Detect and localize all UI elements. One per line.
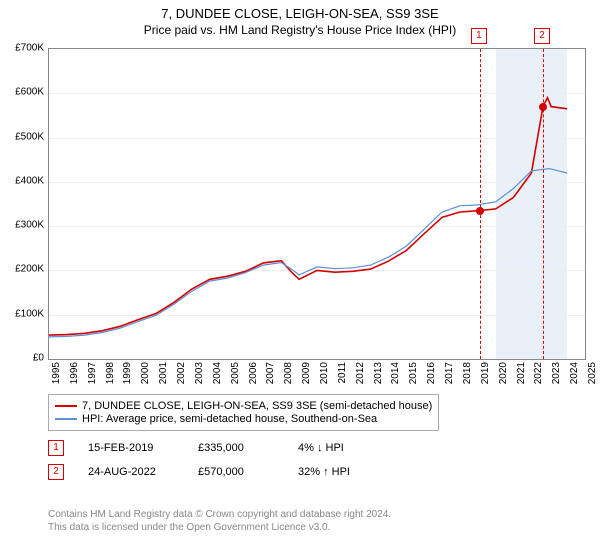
- x-axis-label: 2008: [283, 362, 294, 392]
- x-axis-label: 2013: [373, 362, 384, 392]
- legend-swatch-property: [55, 405, 77, 407]
- sale-price: £335,000: [198, 442, 298, 454]
- legend-box: 7, DUNDEE CLOSE, LEIGH-ON-SEA, SS9 3SE (…: [48, 394, 439, 431]
- x-axis-label: 2006: [248, 362, 259, 392]
- chart-subtitle: Price paid vs. HM Land Registry's House …: [0, 23, 600, 37]
- sale-point: [476, 207, 484, 215]
- x-axis-label: 2010: [319, 362, 330, 392]
- x-axis-label: 2022: [533, 362, 544, 392]
- marker-box: 1: [471, 28, 487, 44]
- sale-date: 24-AUG-2022: [88, 466, 198, 478]
- legend-item-hpi: HPI: Average price, semi-detached house,…: [55, 413, 432, 425]
- marker-box: 2: [534, 28, 550, 44]
- y-axis-label: £200K: [4, 264, 44, 275]
- sale-marker: 1: [48, 440, 64, 456]
- sale-diff: 4% ↓ HPI: [298, 442, 398, 454]
- footer-attribution: Contains HM Land Registry data © Crown c…: [48, 508, 391, 534]
- y-axis-label: £600K: [4, 87, 44, 98]
- x-axis-label: 2009: [301, 362, 312, 392]
- x-axis-label: 2018: [462, 362, 473, 392]
- x-axis-label: 2012: [355, 362, 366, 392]
- sale-marker: 2: [48, 464, 64, 480]
- x-axis-label: 1998: [105, 362, 116, 392]
- x-axis-label: 2015: [408, 362, 419, 392]
- y-axis-label: £500K: [4, 131, 44, 142]
- x-axis-label: 1996: [69, 362, 80, 392]
- x-axis-label: 2011: [337, 362, 348, 392]
- x-axis-label: 2019: [480, 362, 491, 392]
- x-axis-label: 2020: [498, 362, 509, 392]
- x-axis-label: 2001: [158, 362, 169, 392]
- sale-price: £570,000: [198, 466, 298, 478]
- y-axis-label: £0: [4, 353, 44, 364]
- series-hpi: [49, 169, 567, 337]
- chart-title: 7, DUNDEE CLOSE, LEIGH-ON-SEA, SS9 3SE: [0, 6, 600, 21]
- y-axis-label: £100K: [4, 308, 44, 319]
- chart-svg: [49, 49, 585, 359]
- x-axis-label: 2002: [176, 362, 187, 392]
- x-axis-label: 1997: [87, 362, 98, 392]
- x-axis-label: 2017: [444, 362, 455, 392]
- x-axis-label: 2004: [212, 362, 223, 392]
- y-axis-label: £400K: [4, 175, 44, 186]
- y-axis-label: £700K: [4, 43, 44, 54]
- y-axis-label: £300K: [4, 220, 44, 231]
- legend-label-property: 7, DUNDEE CLOSE, LEIGH-ON-SEA, SS9 3SE (…: [82, 400, 432, 412]
- x-axis-label: 2024: [569, 362, 580, 392]
- sale-row: 1 15-FEB-2019£335,0004% ↓ HPI: [48, 440, 398, 456]
- sale-date: 15-FEB-2019: [88, 442, 198, 454]
- x-axis-label: 2021: [516, 362, 527, 392]
- footer-line1: Contains HM Land Registry data © Crown c…: [48, 508, 391, 521]
- x-axis-label: 2007: [265, 362, 276, 392]
- chart-plot-area: [48, 48, 586, 360]
- x-axis-label: 1995: [51, 362, 62, 392]
- x-axis-label: 2014: [390, 362, 401, 392]
- x-axis-label: 2003: [194, 362, 205, 392]
- x-axis-label: 2016: [426, 362, 437, 392]
- x-axis-label: 1999: [122, 362, 133, 392]
- x-axis-label: 2005: [230, 362, 241, 392]
- sale-diff: 32% ↑ HPI: [298, 466, 398, 478]
- x-axis-label: 2025: [587, 362, 598, 392]
- footer-line2: This data is licensed under the Open Gov…: [48, 521, 391, 534]
- legend-item-property: 7, DUNDEE CLOSE, LEIGH-ON-SEA, SS9 3SE (…: [55, 400, 432, 412]
- x-axis-label: 2023: [551, 362, 562, 392]
- series-property: [49, 98, 567, 335]
- sale-row: 2 24-AUG-2022£570,00032% ↑ HPI: [48, 464, 398, 480]
- sale-point: [539, 103, 547, 111]
- x-axis-label: 2000: [140, 362, 151, 392]
- legend-swatch-hpi: [55, 418, 77, 420]
- legend-label-hpi: HPI: Average price, semi-detached house,…: [82, 413, 377, 425]
